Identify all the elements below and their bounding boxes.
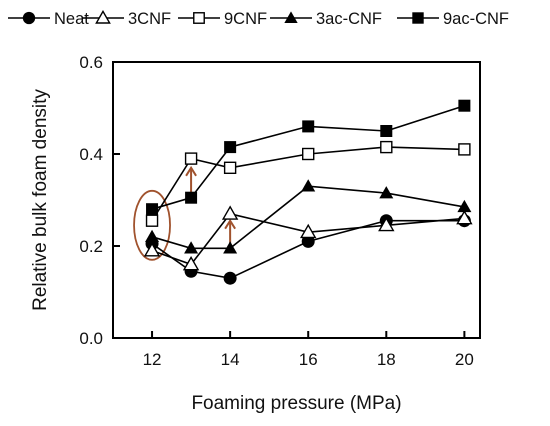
legend-marker: [95, 9, 111, 24]
legend-marker: [412, 12, 424, 24]
data-point: [224, 141, 237, 154]
legend-label: 9CNF: [224, 10, 267, 28]
data-point: [458, 99, 471, 112]
data-point: [302, 147, 315, 161]
data-point: [145, 229, 160, 243]
data-point: [184, 152, 198, 165]
data-point: [457, 199, 472, 213]
data-point: [302, 120, 315, 133]
x-tick-label: 20: [455, 350, 474, 369]
x-axis-title: Foaming pressure (MPa): [191, 393, 401, 414]
plot-frame: [112, 61, 481, 339]
legend-marker: [284, 11, 298, 23]
series-9ac-cnf: [146, 99, 471, 216]
series-line: [151, 104, 465, 210]
data-point: [146, 203, 159, 216]
legend-item: Neat: [8, 10, 89, 28]
legend-item: 9ac-CNF: [397, 10, 509, 28]
data-point: [456, 209, 473, 225]
legend-item: 3CNF: [82, 9, 171, 28]
data-point: [184, 241, 199, 254]
legend-label: 3CNF: [128, 10, 171, 28]
data-point: [300, 223, 317, 239]
series-line: [151, 219, 465, 280]
legend-label: Neat: [54, 10, 89, 28]
annotation-arrow-head: [185, 165, 197, 177]
axes: 0.0 0.2 0.4 0.6 12 14 16 18 20: [79, 53, 473, 369]
x-tick-label: 16: [299, 350, 318, 369]
x-tick-label: 14: [221, 350, 240, 369]
series-layer: [143, 99, 473, 285]
data-point: [143, 242, 161, 257]
data-point: [378, 216, 395, 232]
legend-item: 9CNF: [178, 10, 267, 28]
y-tick-label: 0.6: [79, 53, 103, 72]
data-point: [223, 161, 237, 175]
legend-marker: [22, 11, 36, 25]
series-line: [151, 146, 465, 222]
legend: Neat 3CNF 9CNF 3ac-CNF 9ac-CNF: [8, 9, 509, 28]
plot-area: [112, 61, 481, 339]
data-point: [182, 255, 200, 271]
x-tick-label: 18: [377, 350, 396, 369]
x-tick-label: 12: [143, 350, 162, 369]
series-line: [151, 185, 465, 250]
series-line: [151, 212, 465, 266]
series-3ac-cnf: [145, 179, 472, 254]
legend-label: 3ac-CNF: [316, 10, 382, 28]
y-tick-label: 0.0: [79, 329, 103, 348]
data-point: [185, 191, 198, 204]
legend-marker: [193, 12, 205, 24]
y-tick-label: 0.2: [79, 237, 103, 256]
annotation-arrow-head: [224, 218, 236, 230]
series-3cnf: [143, 205, 473, 271]
y-tick-label: 0.4: [79, 145, 103, 164]
data-point: [223, 241, 238, 254]
data-point: [145, 214, 159, 227]
y-axis-title: Relative bulk foam density: [30, 89, 51, 311]
highlight-ellipse: [133, 189, 171, 261]
data-point: [380, 140, 393, 154]
data-point: [379, 186, 394, 199]
data-point: [301, 179, 316, 192]
legend-label: 9ac-CNF: [443, 10, 509, 28]
data-point: [221, 205, 239, 220]
data-point: [223, 271, 237, 285]
legend-item: 3ac-CNF: [270, 10, 382, 28]
data-point: [380, 125, 393, 137]
data-point: [458, 143, 471, 156]
